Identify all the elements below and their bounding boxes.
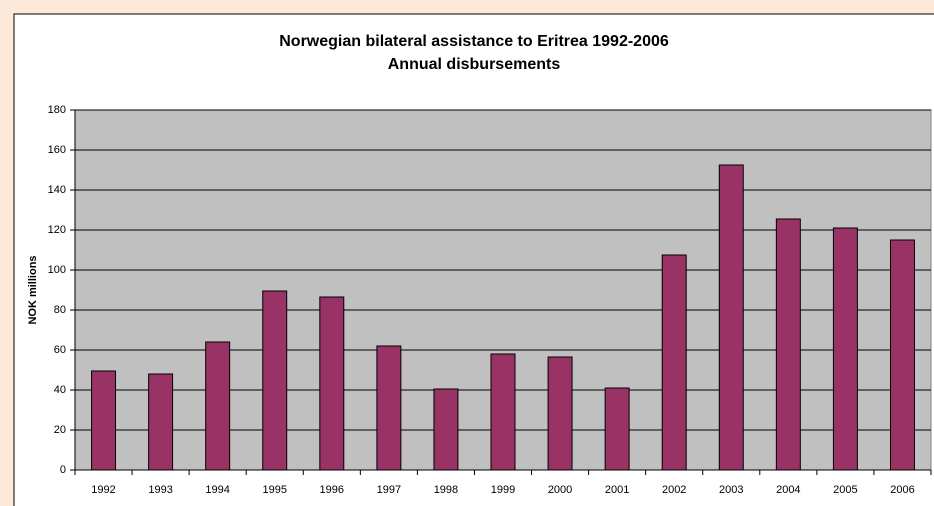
bar (718, 164, 744, 471)
bar (889, 239, 915, 471)
x-tick-label: 1995 (262, 484, 286, 496)
y-tick-label: 0 (60, 464, 66, 476)
y-tick-label: 160 (48, 144, 66, 156)
y-tick-label: 80 (54, 304, 66, 316)
x-tick-label: 1998 (434, 484, 458, 496)
bar (91, 370, 117, 471)
x-tick-label: 1993 (148, 484, 172, 496)
y-axis-label: NOK millions (27, 255, 39, 324)
bar (205, 341, 231, 471)
bar (775, 218, 801, 471)
bar (319, 296, 345, 471)
x-tick-label: 2002 (662, 484, 686, 496)
chart-subtitle: Annual disbursements (388, 56, 561, 73)
x-tick-label: 2006 (890, 484, 914, 496)
bar (262, 290, 288, 471)
y-tick-label: 100 (48, 264, 66, 276)
x-tick-label: 1994 (205, 484, 229, 496)
bar (376, 345, 402, 471)
bar (547, 356, 573, 471)
y-tick-label: 60 (54, 344, 66, 356)
y-tick-label: 180 (48, 104, 66, 116)
x-tick-label: 2003 (719, 484, 743, 496)
x-tick-label: 2001 (605, 484, 629, 496)
x-tick-label: 2000 (548, 484, 572, 496)
chart-title: Norwegian bilateral assistance to Eritre… (279, 33, 669, 50)
bar (490, 353, 516, 471)
bar (148, 373, 174, 471)
x-tick-label: 1992 (91, 484, 115, 496)
x-tick-label: 1996 (320, 484, 344, 496)
x-tick-label: 1997 (377, 484, 401, 496)
x-tick-label: 2005 (833, 484, 857, 496)
y-tick-label: 20 (54, 424, 66, 436)
bar (433, 388, 459, 471)
x-tick-label: 1999 (491, 484, 515, 496)
bar (832, 227, 858, 471)
y-tick-label: 140 (48, 184, 66, 196)
x-tick-label: 2004 (776, 484, 800, 496)
y-tick-label: 40 (54, 384, 66, 396)
bar (604, 387, 630, 471)
bar (661, 254, 687, 471)
y-tick-label: 120 (48, 224, 66, 236)
